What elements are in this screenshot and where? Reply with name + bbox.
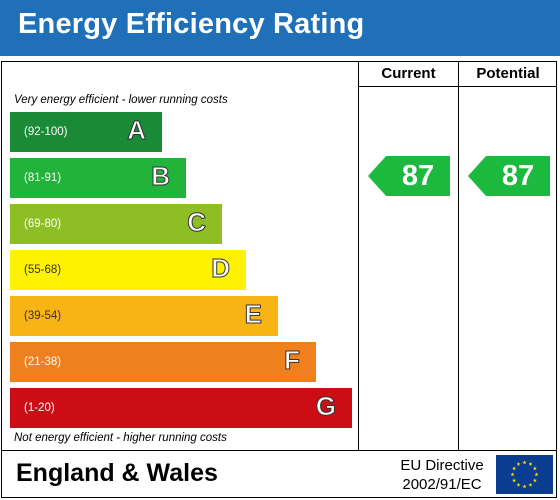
eu-star-icon bbox=[532, 478, 537, 483]
header-bar: Energy Efficiency Rating bbox=[0, 0, 560, 56]
current-rating-arrow: 87 bbox=[368, 156, 450, 196]
band-d-range: (55-68) bbox=[24, 264, 62, 276]
band-b-letter: B bbox=[151, 161, 171, 192]
column-current-header: Current bbox=[381, 65, 436, 82]
band-g-range: (1-20) bbox=[24, 402, 55, 414]
potential-rating-arrow: 87 bbox=[468, 156, 550, 196]
band-b: (81-91) B bbox=[10, 158, 186, 198]
rating-frame bbox=[1, 61, 557, 498]
band-b-range: (81-91) bbox=[24, 172, 62, 184]
country-label: England & Wales bbox=[16, 459, 218, 487]
footer-divider bbox=[1, 450, 557, 451]
current-rating-value: 87 bbox=[401, 160, 435, 192]
divider-current bbox=[358, 61, 359, 450]
bottom-caption: Not energy efficient - higher running co… bbox=[14, 432, 227, 444]
page-title: Energy Efficiency Rating bbox=[18, 8, 365, 40]
band-e-letter: E bbox=[244, 299, 262, 330]
directive-line1: EU Directive bbox=[400, 457, 484, 474]
band-e: (39-54) E bbox=[10, 296, 278, 336]
band-c-letter: C bbox=[187, 207, 207, 238]
band-a: (92-100) A bbox=[10, 112, 162, 152]
eu-star-icon bbox=[522, 484, 527, 489]
eu-star-icon bbox=[512, 466, 517, 471]
eu-star-icon bbox=[510, 472, 515, 477]
band-f-range: (21-38) bbox=[24, 356, 62, 368]
band-c-range: (69-80) bbox=[24, 218, 62, 230]
band-g: (1-20) G bbox=[10, 388, 352, 428]
eu-star-icon bbox=[522, 460, 527, 465]
band-a-range: (92-100) bbox=[24, 126, 68, 138]
eu-flag-graphic bbox=[510, 460, 539, 489]
band-f-letter: F bbox=[284, 345, 301, 376]
band-d: (55-68) D bbox=[10, 250, 246, 290]
band-f: (21-38) F bbox=[10, 342, 316, 382]
eu-star-icon bbox=[516, 462, 521, 466]
column-header-divider bbox=[358, 86, 557, 87]
eu-star-icon bbox=[528, 482, 533, 487]
top-caption: Very energy efficient - lower running co… bbox=[14, 94, 228, 106]
eu-star-icon bbox=[528, 462, 533, 466]
directive-line2: 2002/91/EC bbox=[402, 476, 482, 493]
band-e-range: (39-54) bbox=[24, 310, 62, 322]
eu-flag-icon bbox=[496, 455, 553, 494]
band-d-letter: D bbox=[211, 253, 231, 284]
band-a-letter: A bbox=[127, 115, 147, 146]
band-c: (69-80) C bbox=[10, 204, 222, 244]
divider-potential bbox=[458, 61, 459, 450]
potential-rating-value: 87 bbox=[501, 160, 535, 192]
eu-star-icon bbox=[532, 466, 537, 471]
band-g-letter: G bbox=[315, 391, 336, 422]
eu-star-icon bbox=[534, 472, 539, 477]
eu-star-icon bbox=[512, 478, 517, 483]
eu-star-icon bbox=[516, 482, 521, 487]
column-potential-header: Potential bbox=[476, 65, 540, 82]
